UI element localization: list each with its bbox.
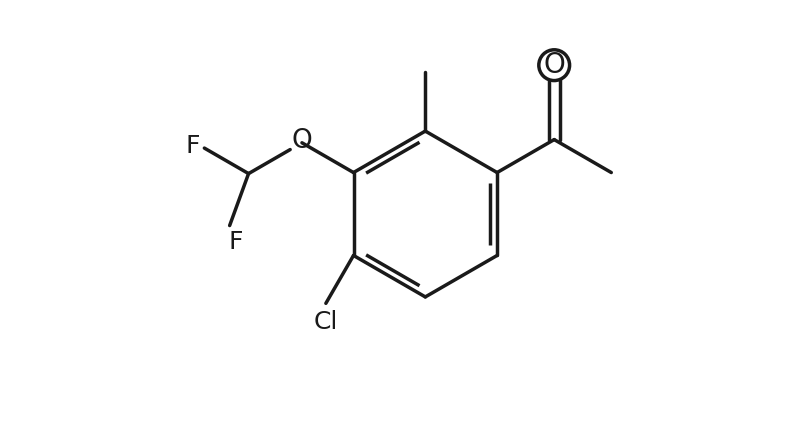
Text: F: F bbox=[186, 134, 200, 158]
Text: F: F bbox=[229, 230, 243, 254]
Text: O: O bbox=[292, 128, 312, 154]
Text: O: O bbox=[544, 51, 565, 79]
Text: Cl: Cl bbox=[314, 310, 338, 334]
